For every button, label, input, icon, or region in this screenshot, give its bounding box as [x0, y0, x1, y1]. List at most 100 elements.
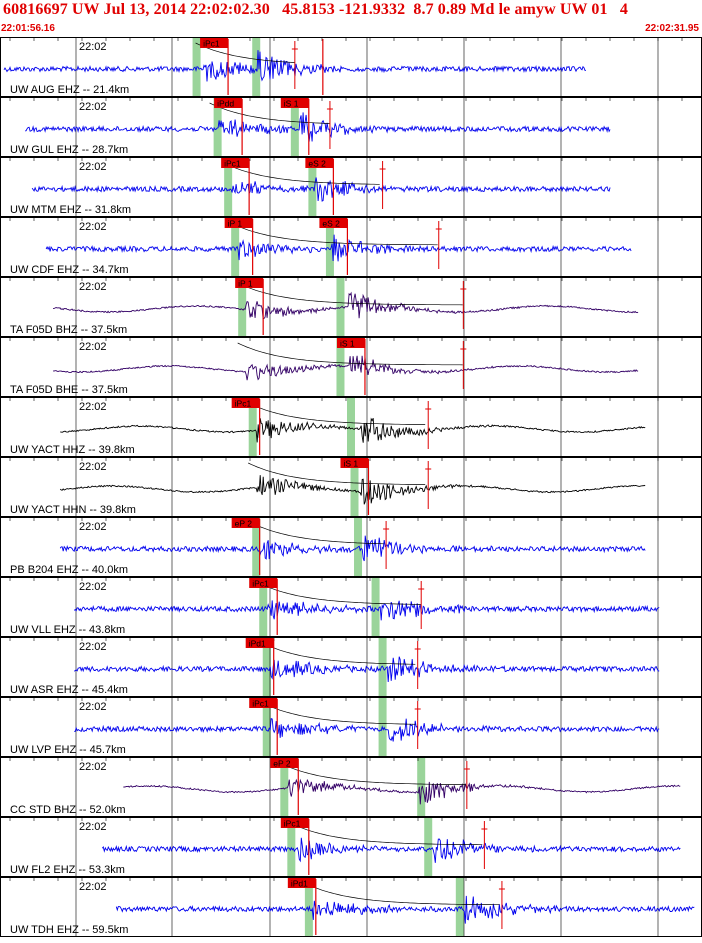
- waveform: [123, 778, 681, 805]
- coda-curve: [195, 42, 295, 63]
- pick-label: iPc1: [224, 159, 241, 169]
- time-label: 22:02: [79, 881, 107, 893]
- pick-label: iPc1: [284, 819, 301, 829]
- pick-window: [424, 818, 433, 876]
- time-label: 22:02: [79, 101, 107, 113]
- station-label: UW GUL EHZ -- 28.7km: [10, 144, 128, 156]
- station-label: UW YACT HHZ -- 39.8km: [10, 444, 135, 456]
- seismogram-svg: 22:02 iPc1 UW AUG EHZ -- 21.4km 22:02 iPdd iS…: [0, 37, 702, 937]
- pick-flag: [280, 818, 309, 828]
- station-label: TA F05D BHE -- 37.5km: [10, 384, 128, 396]
- station-label: UW CDF EHZ -- 34.7km: [10, 264, 129, 276]
- pick-flag: [305, 158, 334, 168]
- waveform: [60, 417, 646, 443]
- time-label: 22:02: [79, 401, 107, 413]
- pick-flag: [221, 158, 250, 168]
- trace-panel: 22:02 iP 1 TA F05D BHZ -- 37.5km: [0, 277, 702, 337]
- time-label: 22:02: [79, 41, 107, 53]
- pick-flag: [231, 518, 260, 528]
- pick-flag: [340, 458, 369, 468]
- coda-curve: [237, 342, 463, 366]
- station-label: UW YACT HHN -- 39.8km: [10, 504, 136, 516]
- pick-window: [248, 398, 257, 456]
- waveform: [31, 177, 611, 202]
- time-label: 22:02: [79, 761, 107, 773]
- waveform: [24, 112, 611, 142]
- trace-panel: 22:02 iPc1 UW VLL EHZ -- 43.8km: [0, 577, 702, 637]
- trace-panel: 22:02 eP 2 CC STD BHZ -- 52.0km: [0, 757, 702, 817]
- waveform: [59, 475, 646, 505]
- pick-label: iPd1: [291, 879, 308, 889]
- pick-flag: [245, 638, 274, 648]
- time-label: 22:02: [79, 221, 107, 233]
- coda-curve: [230, 222, 438, 246]
- station-label: UW MTM EHZ -- 31.8km: [10, 204, 131, 216]
- trace-panel: 22:02 iPc1 UW LVP EHZ -- 45.7km: [0, 697, 702, 757]
- coda-curve: [237, 282, 463, 306]
- pick-label: iPc1: [203, 39, 220, 49]
- station-label: PB B204 EHZ -- 40.0km: [10, 564, 128, 576]
- coda-curve: [258, 582, 421, 605]
- waveform: [53, 355, 639, 381]
- coda-curve: [248, 402, 426, 425]
- pick-window: [371, 578, 380, 636]
- pick-flag: [235, 278, 264, 288]
- pick-label: eS 2: [308, 159, 326, 169]
- pick-label: iPc1: [252, 579, 269, 589]
- pick-flag: [224, 218, 253, 228]
- waveform: [45, 234, 632, 262]
- header: 60816697 UW Jul 13, 2014 22:02:02.30 45.…: [0, 0, 702, 38]
- time-label: 22:02: [79, 161, 107, 173]
- trace-panel: 22:02 iPc1 UW AUG EHZ -- 21.4km: [0, 37, 702, 97]
- station-label: UW FL2 EHZ -- 53.3km: [10, 864, 125, 876]
- station-label: CC STD BHZ -- 52.0km: [10, 804, 126, 816]
- coda-curve: [262, 702, 416, 725]
- pick-flag: [231, 398, 260, 408]
- trace-panel: 22:02 iS 1 UW YACT HHN -- 39.8km: [0, 457, 702, 517]
- waveform: [73, 600, 660, 621]
- time-label: 22:02: [79, 641, 107, 653]
- pick-label: iPc1: [235, 399, 252, 409]
- pick-label: iS 1: [343, 459, 358, 469]
- pick-flag: [336, 338, 365, 348]
- pick-label: iS 1: [340, 339, 355, 349]
- pick-window: [308, 158, 317, 216]
- trace-panel: 22:02 iPd1 UW TDH EHZ -- 59.5km: [0, 877, 702, 937]
- coda-curve: [251, 522, 384, 545]
- pick-window: [262, 638, 271, 696]
- pick-flag: [249, 698, 278, 708]
- time-label: 22:02: [79, 581, 107, 593]
- trace-panel: 22:02 iPc1 eS 2 UW MTM EHZ -- 31.8km: [0, 157, 702, 217]
- pick-window: [231, 218, 240, 276]
- pick-flag: [249, 578, 278, 588]
- time-label: 22:02: [79, 521, 107, 533]
- trace-panel: 22:02 iPc1 UW YACT HHZ -- 39.8km: [0, 397, 702, 457]
- pick-flag: [280, 98, 309, 108]
- station-label: UW AUG EHZ -- 21.4km: [10, 84, 129, 96]
- coda-curve: [262, 642, 416, 665]
- time-label: 22:02: [79, 701, 107, 713]
- pick-label: eS 2: [322, 219, 340, 229]
- trace-panel: 22:02 iP 1 eS 2 UW CDF EHZ -- 34.7km: [0, 217, 702, 277]
- pick-label: eP 2: [273, 759, 291, 769]
- pick-label: iS 1: [284, 99, 299, 109]
- pick-window: [336, 278, 345, 336]
- pick-window: [417, 758, 426, 816]
- pick-window: [347, 398, 355, 456]
- waveform: [59, 535, 646, 562]
- station-label: UW VLL EHZ -- 43.8km: [10, 624, 125, 636]
- pick-label: iPdd: [217, 99, 234, 109]
- coda-curve: [304, 882, 500, 906]
- coda-curve: [279, 762, 466, 785]
- seismogram-panel: 22:02 iPc1 UW AUG EHZ -- 21.4km 22:02 iPdd iS…: [0, 37, 702, 938]
- pick-window: [259, 578, 268, 636]
- trace-panel: 22:02 eP 2 PB B204 EHZ -- 40.0km: [0, 517, 702, 577]
- trace-panel: 22:02 iPc1 UW FL2 EHZ -- 53.3km: [0, 817, 702, 877]
- station-label: UW ASR EHZ -- 45.4km: [10, 684, 128, 696]
- pick-window: [213, 98, 222, 156]
- time-label: 22:02: [79, 341, 107, 353]
- coda-curve: [209, 102, 330, 124]
- pick-flag: [200, 38, 229, 48]
- waveform: [74, 717, 660, 742]
- station-label: UW LVP EHZ -- 45.7km: [10, 744, 126, 756]
